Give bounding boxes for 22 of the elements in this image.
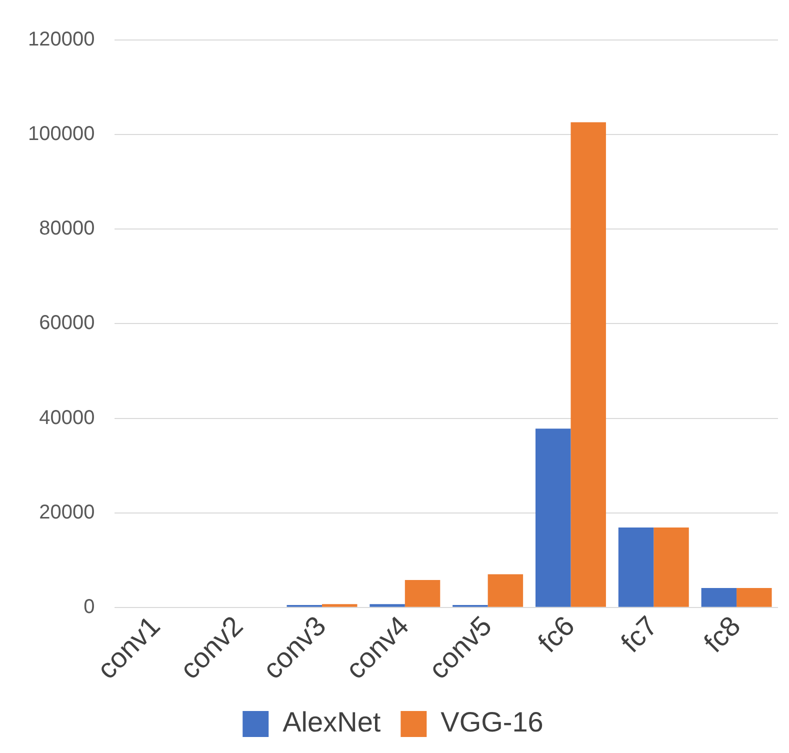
bar [570, 122, 606, 607]
bar [488, 574, 524, 607]
x-tick-label: fc7 [615, 610, 664, 658]
bar [404, 580, 440, 607]
bar [322, 604, 358, 607]
legend-label: VGG-16 [440, 706, 544, 738]
x-tick-label: fc8 [698, 610, 746, 658]
y-tick-label: 20000 [39, 501, 95, 524]
y-tick-label: 60000 [39, 312, 95, 334]
bar [701, 588, 737, 607]
x-tick-label: fc6 [532, 610, 580, 658]
legend-label: AlexNet [282, 706, 381, 738]
bar [618, 528, 654, 607]
y-tick-label: 100000 [28, 123, 95, 146]
y-tick-label: 40000 [39, 406, 95, 429]
y-tick-label: 0 [84, 596, 95, 618]
y-tick-label: 120000 [28, 28, 95, 51]
bar [370, 604, 405, 607]
y-tick-label: 80000 [39, 218, 95, 240]
bar [736, 588, 772, 607]
bar [654, 528, 689, 607]
bar [535, 428, 571, 607]
